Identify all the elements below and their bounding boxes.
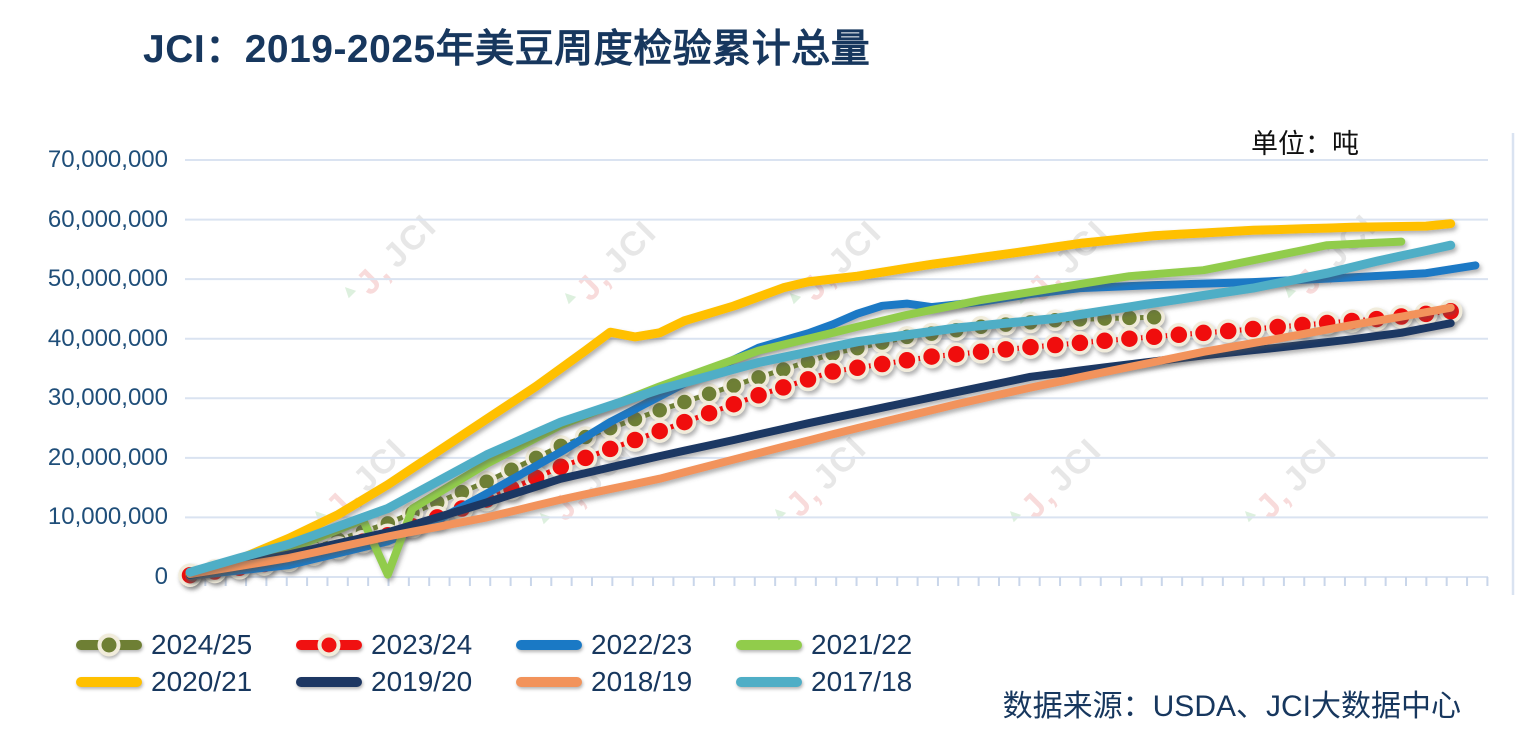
y-axis-tick-label: 40,000,000 — [47, 324, 168, 352]
series-marker-dot — [573, 446, 598, 470]
legend-item-2020-21: 2020/21 — [76, 666, 296, 698]
source-label: 数据来源：USDA、JCI大数据中心 — [1002, 690, 1461, 723]
series-marker-dot — [1216, 319, 1240, 343]
legend-row: 2024/25 2023/24 2022/23 2021/22 — [76, 626, 956, 663]
series-marker-dot — [1191, 321, 1216, 345]
legend-item-2023-24: 2023/24 — [296, 629, 516, 661]
y-axis-tick-label: 60,000,000 — [47, 205, 168, 233]
legend-label: 2021/22 — [811, 628, 913, 660]
legend-swatch — [736, 676, 802, 687]
series-line — [185, 240, 1456, 577]
legend-item-2019-20: 2019/20 — [296, 666, 516, 698]
series-2019-20 — [186, 319, 1455, 580]
legend-swatch — [296, 633, 362, 656]
series-marker-dot — [647, 419, 672, 443]
series-marker-dot — [1117, 326, 1142, 351]
legend-item-2021-22: 2021/22 — [736, 629, 956, 661]
series-marker-dot — [673, 391, 696, 413]
legend-item-2024-25: 2024/25 — [76, 629, 296, 661]
series-marker-dot — [746, 383, 771, 408]
series-marker-dot — [1092, 329, 1117, 353]
series-marker-dot — [598, 437, 622, 461]
series-2017-18 — [185, 240, 1456, 577]
legend-label: 2024/25 — [151, 628, 253, 660]
legend-label: 2020/21 — [151, 665, 253, 697]
legend-swatch — [516, 639, 582, 650]
series-marker-dot — [648, 399, 671, 421]
series-marker-dot — [919, 344, 944, 369]
series-marker-dot — [1068, 331, 1092, 355]
series-marker-dot — [672, 410, 697, 434]
series-marker-dot — [796, 367, 820, 392]
legend-item-2017-18: 2017/18 — [736, 666, 956, 698]
legend-swatch — [76, 633, 142, 656]
series-marker-dot — [820, 359, 845, 384]
series-marker-dot — [771, 375, 796, 400]
y-axis-tick-label: 20,000,000 — [47, 443, 168, 471]
series-marker-dot — [1143, 306, 1165, 329]
series-marker-dot — [1167, 323, 1191, 347]
legend-label: 2019/20 — [371, 665, 473, 697]
series-marker-dot — [969, 340, 993, 364]
series-marker-dot — [1018, 335, 1043, 359]
unit-label: 单位：吨 — [1251, 129, 1359, 159]
y-axis-tick-label: 50,000,000 — [47, 265, 168, 293]
series-line — [186, 237, 1406, 580]
y-axis-tick-label: 0 — [154, 563, 168, 590]
series-marker-dot — [697, 401, 721, 425]
series-marker-dot — [870, 352, 894, 376]
legend-item-2018-19: 2018/19 — [516, 666, 736, 698]
legend-label: 2022/23 — [591, 628, 693, 660]
legend-marker-dot — [97, 633, 121, 656]
series-marker-dot — [895, 348, 919, 373]
series-marker-dot — [1142, 325, 1166, 349]
series-2020-21 — [185, 219, 1456, 579]
legend-item-2022-23: 2022/23 — [516, 629, 736, 661]
series-2021-22 — [186, 237, 1406, 580]
legend-label: 2023/24 — [371, 628, 473, 660]
legend-swatch — [76, 676, 142, 687]
series-marker-dot — [623, 428, 647, 452]
series-line — [186, 303, 1455, 578]
series-marker-dot — [994, 337, 1018, 362]
series-marker-dot — [1241, 317, 1265, 341]
legend-swatch — [736, 639, 802, 650]
y-axis-tick-label: 70,000,000 — [47, 146, 168, 173]
series-line — [186, 319, 1455, 580]
series-line — [185, 219, 1456, 579]
series-marker-dot — [722, 392, 746, 416]
legend-label: 2018/19 — [591, 665, 693, 697]
series-marker-dot — [723, 374, 745, 397]
series-marker-dot — [845, 356, 870, 380]
y-axis-tick-label: 30,000,000 — [47, 384, 168, 412]
legend-label: 2017/18 — [811, 665, 913, 697]
chart-title: JCI：2019-2025年美豆周度检验累计总量 — [143, 28, 871, 71]
series-marker-dot — [698, 383, 720, 405]
legend-swatch — [516, 676, 582, 687]
series-2018-19 — [186, 303, 1455, 578]
series-marker-dot — [944, 342, 969, 366]
legend-swatch — [296, 676, 362, 687]
legend-marker-dot — [317, 633, 341, 656]
y-axis-tick-label: 10,000,000 — [47, 503, 168, 531]
chart-legend: 2024/25 2023/24 2022/23 2021/22 2020/21 2019/… — [76, 626, 956, 700]
legend-row: 2020/21 2019/20 2018/19 2017/18 — [76, 663, 956, 700]
series-marker-dot — [1043, 333, 1067, 357]
